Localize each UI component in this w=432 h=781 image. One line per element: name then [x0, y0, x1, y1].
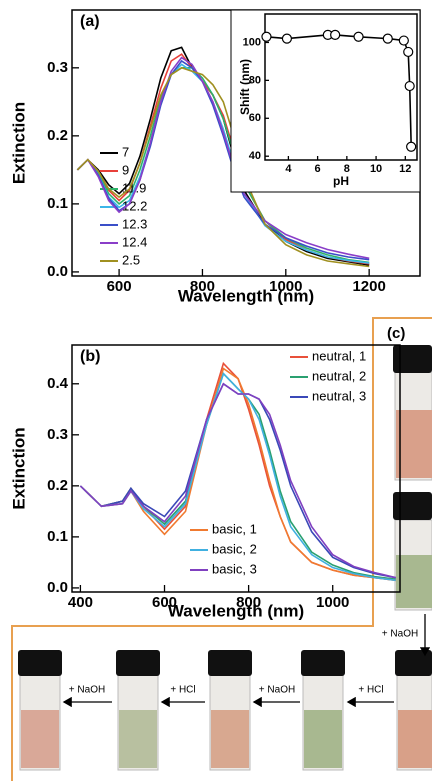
- y-tick-label: 0.0: [47, 263, 68, 280]
- x-tick-label: 1000: [269, 278, 302, 295]
- y-axis-label: Extinction: [9, 427, 28, 509]
- legend-label: 9: [122, 162, 129, 177]
- step-label: + HCl: [358, 685, 383, 696]
- point: [406, 141, 417, 152]
- x-axis-label: Wavelength (nm): [168, 601, 304, 620]
- legend-label: neutral, 2: [312, 368, 366, 383]
- step-label: + NaOH: [69, 685, 105, 696]
- x-tick-label: 10: [370, 163, 382, 175]
- series-line: [266, 34, 412, 147]
- x-tick-label: 1200: [352, 278, 385, 295]
- y-tick-label: 0.3: [47, 426, 68, 443]
- y-tick-label: 80: [249, 74, 261, 86]
- legend-label: 2.5: [122, 252, 140, 267]
- y-tick-label: 0.4: [47, 375, 69, 392]
- panel-label: (b): [80, 348, 100, 365]
- y-tick-label: 0.1: [47, 528, 68, 545]
- legend-label: basic, 1: [212, 521, 257, 536]
- x-axis-label: Wavelength (nm): [178, 286, 314, 305]
- y-tick-label: 40: [249, 150, 261, 162]
- x-tick-label: 6: [315, 163, 321, 175]
- y-tick-label: 60: [249, 112, 261, 124]
- y-tick-label: 0.2: [47, 477, 68, 494]
- x-tick-label: 800: [236, 594, 261, 611]
- point: [353, 31, 364, 42]
- legend-label: neutral, 1: [312, 348, 366, 363]
- x-tick-label: 8: [344, 163, 350, 175]
- x-tick-label: 600: [152, 594, 177, 611]
- y-tick-label: 0.0: [47, 579, 68, 596]
- step-label: + NaOH: [382, 629, 418, 640]
- panel-c-frame: [11, 317, 432, 781]
- point: [330, 29, 341, 40]
- plot-frame: [264, 13, 418, 161]
- legend-label: 12.3: [122, 216, 147, 231]
- series-line: [79, 382, 396, 579]
- step-label: + HCl: [170, 685, 195, 696]
- point: [281, 33, 293, 44]
- legend-label: 12.2: [122, 198, 147, 213]
- x-tick-label: 4: [285, 163, 292, 175]
- y-axis-label: Extinction: [9, 102, 28, 184]
- y-tick-label: 0.3: [47, 59, 68, 76]
- x-tick-label: 800: [190, 278, 215, 295]
- point: [403, 46, 414, 58]
- plot-frame: [71, 344, 401, 593]
- legend-label: basic, 3: [212, 561, 257, 576]
- y-tick-label: 0.1: [47, 195, 68, 212]
- vials: [18, 345, 432, 771]
- point: [398, 35, 409, 46]
- x-tick-label: 400: [68, 594, 93, 611]
- legend-label: neutral, 3: [312, 388, 366, 403]
- legend-label: 12.4: [122, 234, 147, 249]
- x-tick-label: 12: [399, 163, 411, 175]
- panel-c-label: (c): [387, 325, 405, 342]
- legend-label: 7: [122, 144, 129, 159]
- x-axis-label: pH: [333, 174, 349, 188]
- y-tick-label: 0.2: [47, 127, 68, 144]
- series-line: [76, 66, 370, 268]
- y-tick-label: 100: [243, 36, 261, 48]
- legend-label: basic, 2: [212, 541, 257, 556]
- step-label: + NaOH: [259, 685, 295, 696]
- point: [404, 80, 415, 92]
- series-line: [76, 56, 370, 260]
- panel-label: (a): [80, 13, 100, 30]
- y-axis-label: Shift (nm): [238, 59, 252, 115]
- x-tick-label: 600: [107, 278, 132, 295]
- point: [261, 31, 272, 42]
- series-line: [76, 59, 370, 261]
- point: [382, 33, 393, 44]
- x-tick-label: 1000: [316, 594, 349, 611]
